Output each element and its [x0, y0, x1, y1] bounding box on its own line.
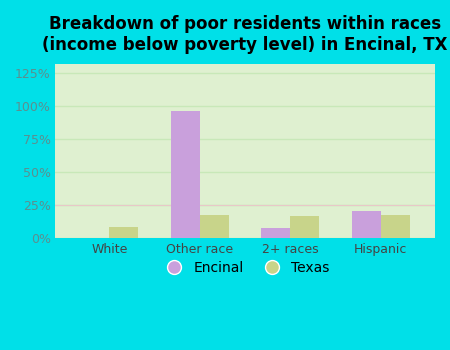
- Bar: [261, 228, 290, 238]
- Bar: [109, 226, 138, 238]
- Legend: Encinal, Texas: Encinal, Texas: [155, 256, 335, 280]
- Bar: [352, 211, 381, 238]
- Bar: [290, 216, 319, 238]
- Bar: [171, 111, 200, 238]
- Title: Breakdown of poor residents within races
(income below poverty level) in Encinal: Breakdown of poor residents within races…: [42, 15, 448, 54]
- Bar: [381, 215, 410, 238]
- Bar: [200, 215, 229, 238]
